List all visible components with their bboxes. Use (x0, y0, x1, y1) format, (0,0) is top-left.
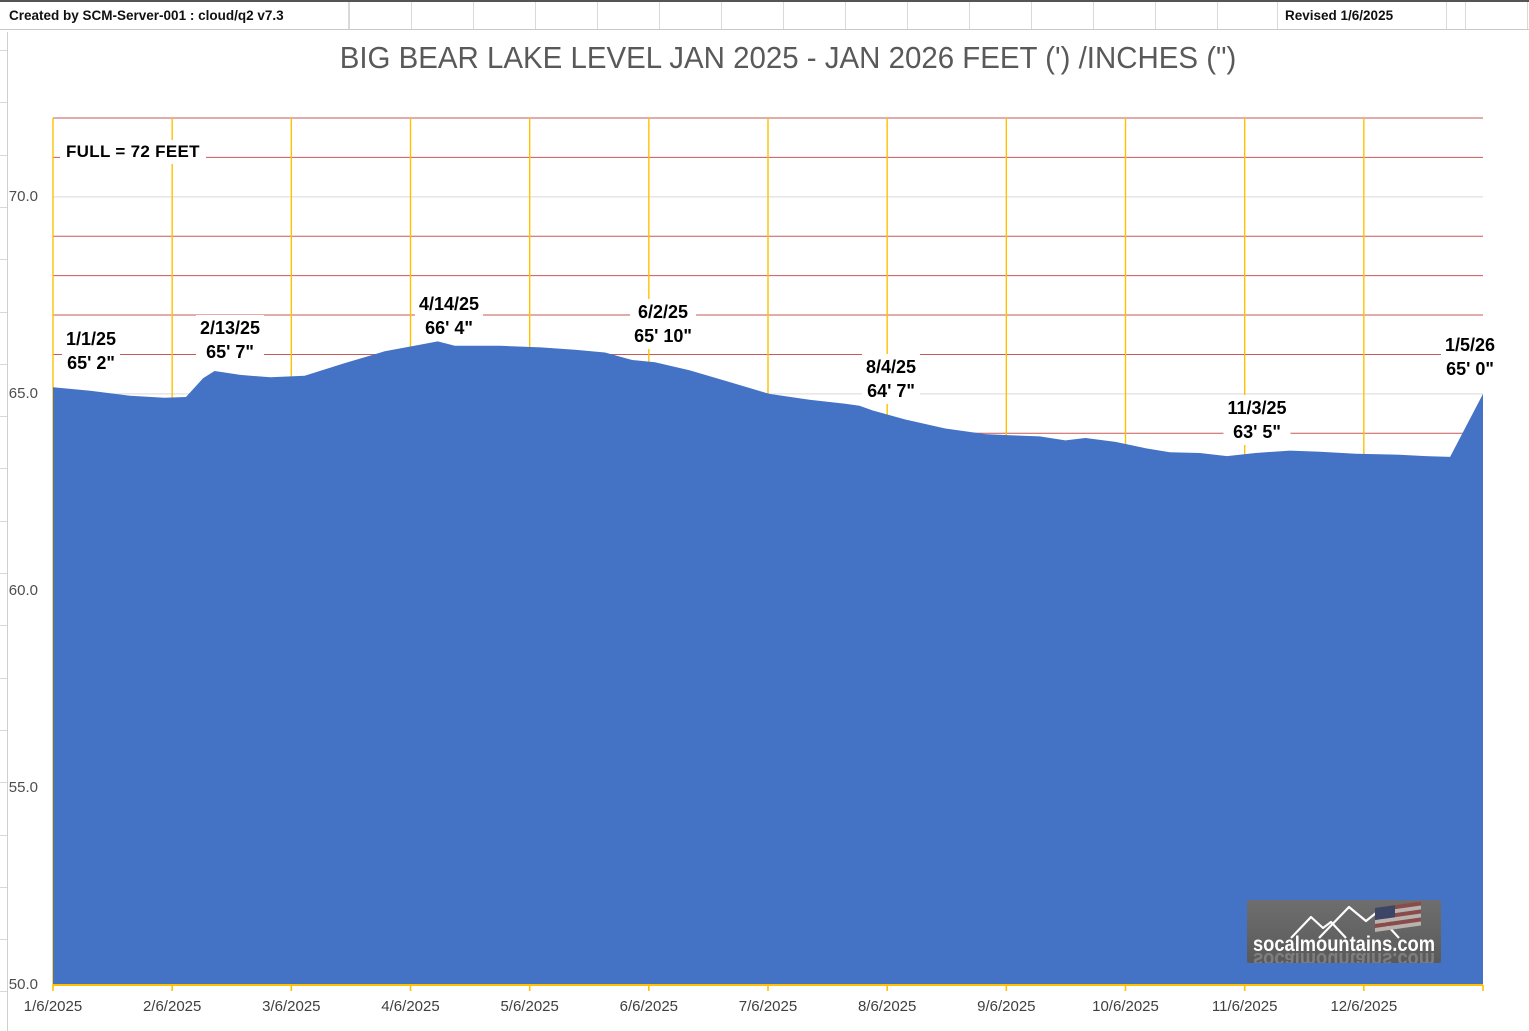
y-tick-label: 60.0 (8, 581, 38, 599)
annotation-4-14-25: 4/14/25 66' 4" (414, 291, 484, 341)
cell-border (597, 2, 598, 29)
annotation-value: 64' 7" (867, 381, 915, 401)
cell-border (845, 2, 846, 29)
x-tick-label: 9/6/2025 (977, 998, 1036, 1015)
row-border (0, 729, 7, 731)
y-tick-label: 65.0 (8, 384, 38, 402)
cell-border (1465, 2, 1466, 29)
full-level-note: FULL = 72 FEET (60, 140, 206, 164)
row-border (0, 625, 7, 627)
annotation-8-4-25: 8/4/25 64' 7" (861, 354, 921, 404)
annotation-date: 4/14/25 (418, 294, 480, 314)
revised-text: Revised 1/6/2025 (1285, 8, 1394, 23)
annotation-value: 65' 2" (67, 353, 115, 373)
cell-border (969, 2, 970, 29)
annotation-date: 2/13/25 (199, 318, 261, 338)
row-border (0, 50, 7, 51)
watermark-text-reflection: socalmountains.com (1253, 948, 1435, 963)
chart-title: BIG BEAR LAKE LEVEL JAN 2025 - JAN 2026 … (339, 40, 1237, 75)
annotation-date: 1/1/25 (65, 329, 117, 349)
x-tick-label: 5/6/2025 (500, 998, 559, 1015)
cell-border (1031, 2, 1032, 29)
annotation-date: 6/2/25 (637, 302, 689, 322)
cell-border (411, 2, 412, 29)
annotation-value: 66' 4" (425, 318, 473, 338)
x-tick-label: 12/6/2025 (1330, 998, 1398, 1015)
created-by-text: Created by SCM-Server-001 : cloud/q2 v7.… (9, 8, 284, 23)
cell-border (1093, 2, 1094, 29)
x-tick-label: 3/6/2025 (262, 998, 321, 1015)
x-tick-label: 6/6/2025 (619, 998, 679, 1015)
annotation-1-5-26: 1/5/26 65' 0" (1440, 332, 1500, 382)
annotation-value: 65' 7" (206, 342, 254, 362)
watermark-logo: socalmountains.com socalmountains.com (1247, 900, 1441, 963)
row-border (0, 520, 7, 522)
annotation-date: 11/3/25 (1227, 398, 1287, 418)
annotation-value: 65' 10" (634, 326, 692, 346)
y-tick-label: 55.0 (8, 778, 38, 796)
annotation-2-13-25: 2/13/25 65' 7" (195, 315, 265, 365)
cell-border (1155, 2, 1156, 29)
lake-level-chart[interactable]: BIG BEAR LAKE LEVEL JAN 2025 - JAN 2026 … (8, 32, 1529, 1031)
x-tick-label: 2/6/2025 (142, 998, 202, 1015)
cell-border (349, 2, 350, 29)
revised-cell[interactable]: Revised 1/6/2025 (1277, 2, 1447, 29)
us-flag-icon (1375, 901, 1421, 932)
spreadsheet-left-edge (0, 32, 8, 1031)
cell-border (535, 2, 536, 29)
row-border (0, 468, 7, 470)
row-border (0, 677, 7, 679)
row-border (0, 782, 7, 784)
cell-border (1217, 2, 1218, 29)
row-border (0, 939, 7, 941)
annotation-1-1-25: 1/1/25 65' 2" (61, 326, 121, 376)
row-border (0, 991, 7, 993)
row-border (0, 834, 7, 836)
cell-border (907, 2, 908, 29)
watermark-text: socalmountains.com (1253, 933, 1435, 956)
row-border (0, 154, 7, 156)
cell-border (473, 2, 474, 29)
x-tick-label: 1/6/2025 (23, 998, 83, 1015)
row-border (0, 573, 7, 574)
annotation-value: 63' 5" (1233, 422, 1281, 442)
x-tick-label: 10/6/2025 (1092, 998, 1159, 1015)
x-tick-label: 8/6/2025 (857, 998, 917, 1015)
spreadsheet-header-row: Created by SCM-Server-001 : cloud/q2 v7.… (0, 0, 1529, 30)
row-border (0, 363, 7, 365)
annotation-value: 65' 0" (1446, 359, 1494, 379)
annotation-date: 1/5/26 (1444, 335, 1496, 355)
lake-level-area-series (53, 341, 1483, 985)
cell-border (1527, 2, 1528, 29)
annotation-11-3-25: 11/3/25 63' 5" (1223, 395, 1291, 445)
row-border (0, 206, 7, 208)
annotation-6-2-25: 6/2/25 65' 10" (630, 299, 696, 349)
y-tick-label: 50.0 (8, 976, 38, 993)
cell-border (783, 2, 784, 29)
x-tick-label: 7/6/2025 (738, 998, 798, 1015)
x-tick-label: 4/6/2025 (381, 998, 440, 1015)
row-border (0, 259, 7, 261)
y-tick-label: 70.0 (8, 187, 38, 205)
row-border (0, 416, 7, 418)
x-tick-label: 11/6/2025 (1211, 998, 1278, 1015)
row-border (0, 886, 7, 888)
annotation-date: 8/4/25 (865, 357, 917, 377)
row-border (0, 311, 7, 313)
created-by-cell[interactable]: Created by SCM-Server-001 : cloud/q2 v7.… (0, 2, 349, 29)
cell-border (721, 2, 722, 29)
cell-border (659, 2, 660, 29)
row-border (0, 102, 7, 104)
